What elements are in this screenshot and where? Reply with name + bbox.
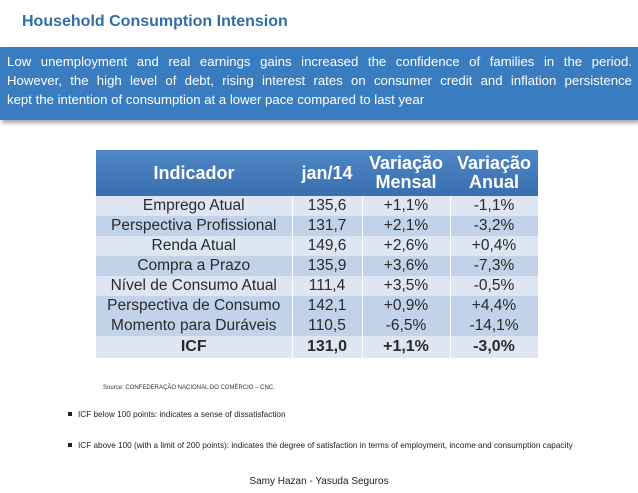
table-row: Emprego Atual 135,6 +1,1% -1,1%: [96, 196, 539, 216]
table-row: Renda Atual 149,6 +2,6% +0,4%: [96, 236, 539, 256]
cell-monthly: +2,6%: [362, 236, 451, 256]
cell-indicator: Nível de Consumo Atual: [96, 276, 293, 296]
table-row: Perspectiva de Consumo 142,1 +0,9% +4,4%: [96, 296, 539, 316]
page-title: Household Consumption Intension: [22, 13, 288, 30]
table-row: Perspectiva Profissional 131,7 +2,1% -3,…: [96, 216, 539, 236]
cell-monthly: +1,1%: [362, 196, 451, 216]
cell-monthly: +0,9%: [362, 296, 451, 316]
cell-value: 149,6: [292, 236, 363, 256]
footer-author: Samy Hazan - Yasuda Seguros: [249, 476, 389, 487]
table-header-row: Indicador jan/14 Variação Mensal Variaçã…: [96, 150, 538, 196]
bullet-square-icon: [68, 411, 72, 416]
cell-monthly: +3,6%: [362, 256, 451, 276]
cell-annual: -0,5%: [450, 276, 539, 296]
header-jan14: jan/14: [292, 150, 362, 196]
cell-indicator: Compra a Prazo: [96, 256, 293, 276]
table-row-icf: ICF 131,0 +1,1% -3,0%: [96, 336, 539, 358]
cell-monthly: +3,5%: [362, 276, 451, 296]
summary-banner: Low unemployment and real earnings gains…: [0, 47, 638, 120]
source-note: Source: CONFEDERAÇÃO NACIONAL DO COMÉRCI…: [103, 385, 275, 391]
cell-annual: +4,4%: [450, 296, 539, 316]
indicator-table: Indicador jan/14 Variação Mensal Variaçã…: [96, 150, 539, 358]
cell-annual: -7,3%: [450, 256, 539, 276]
table-row: Momento para Duráveis 110,5 -6,5% -14,1%: [96, 316, 539, 336]
summary-line: kept the intention of consumption at a l…: [7, 92, 425, 107]
bullet-text: ICF below 100 points: indicates a sense …: [78, 410, 286, 419]
cell-monthly: +1,1%: [362, 336, 451, 358]
cell-indicator: Perspectiva de Consumo: [96, 296, 293, 316]
summary-line: Low unemployment and real earnings gains…: [7, 54, 632, 69]
summary-line: However, the high level of debt, rising …: [7, 73, 632, 88]
cell-value: 135,6: [292, 196, 363, 216]
cell-value: 142,1: [292, 296, 363, 316]
header-variacao-mensal: Variação Mensal: [362, 150, 450, 196]
cell-monthly: +2,1%: [362, 216, 451, 236]
cell-indicator: Perspectiva Profissional: [96, 216, 293, 236]
cell-value: 110,5: [292, 316, 363, 336]
cell-annual: +0,4%: [450, 236, 539, 256]
header-indicador: Indicador: [96, 150, 292, 196]
cell-value: 135,9: [292, 256, 363, 276]
cell-value: 111,4: [292, 276, 363, 296]
cell-indicator: Renda Atual: [96, 236, 293, 256]
table-row: Compra a Prazo 135,9 +3,6% -7,3%: [96, 256, 539, 276]
cell-annual: -3,0%: [450, 336, 539, 358]
cell-monthly: -6,5%: [362, 316, 451, 336]
table-row: Nível de Consumo Atual 111,4 +3,5% -0,5%: [96, 276, 539, 296]
cell-value: 131,7: [292, 216, 363, 236]
cell-indicator: Emprego Atual: [96, 196, 293, 216]
bullet-item: ICF below 100 points: indicates a sense …: [68, 410, 286, 419]
bullet-item: ICF above 100 (with a limit of 200 point…: [68, 441, 573, 450]
header-variacao-anual: Variação Anual: [450, 150, 538, 196]
cell-annual: -3,2%: [450, 216, 539, 236]
bullet-text: ICF above 100 (with a limit of 200 point…: [78, 441, 573, 450]
cell-annual: -1,1%: [450, 196, 539, 216]
cell-indicator: ICF: [96, 336, 293, 358]
cell-value: 131,0: [292, 336, 363, 358]
bullet-square-icon: [68, 442, 72, 447]
cell-annual: -14,1%: [450, 316, 539, 336]
cell-indicator: Momento para Duráveis: [96, 316, 293, 336]
